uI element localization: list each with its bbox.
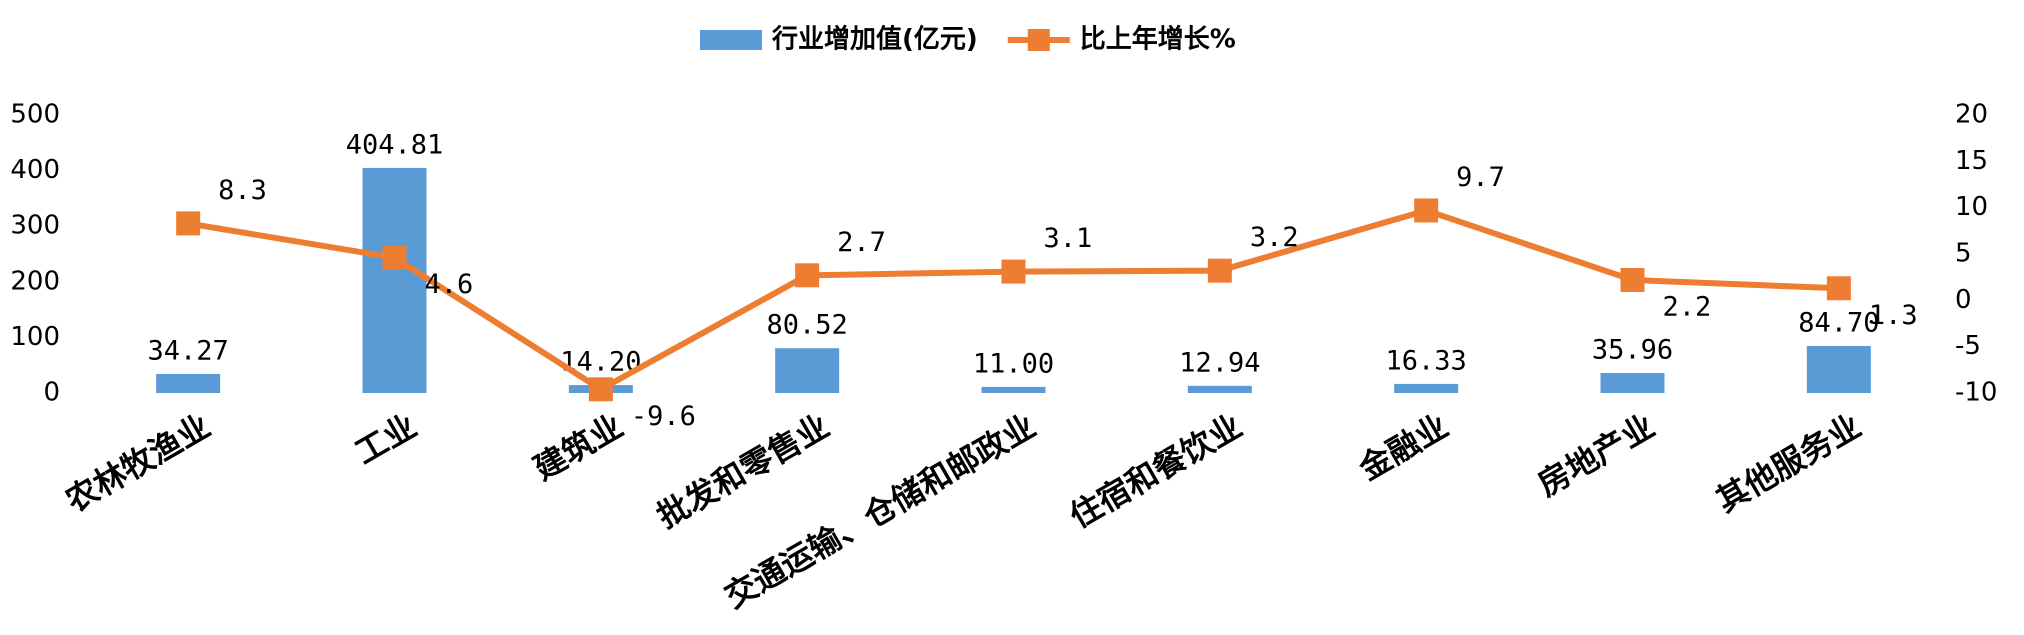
line-marker (1826, 276, 1851, 301)
bar (1187, 385, 1252, 393)
line-value-label: 2.2 (1663, 291, 1712, 322)
y2-tick-label: 10 (1955, 192, 1988, 222)
bar (775, 348, 840, 393)
line-value-label: 9.7 (1456, 162, 1505, 193)
bar-value-label: 11.00 (973, 348, 1054, 379)
legend-label: 行业增加值(亿元) (771, 24, 978, 55)
bar-value-label: 84.70 (1798, 307, 1879, 338)
y2-tick-label: 0 (1955, 285, 1972, 315)
bar (156, 373, 221, 393)
x-tick-label: 农林牧渔业 (59, 407, 217, 520)
bar (981, 386, 1046, 393)
x-tick-label: 其他服务业 (1710, 407, 1868, 520)
bar-value-label: 16.33 (1386, 345, 1467, 376)
line-marker (382, 245, 407, 270)
line-marker (1620, 267, 1645, 292)
y-tick-label: 300 (10, 211, 60, 241)
x-tick-label: 住宿和餐饮业 (1063, 407, 1248, 536)
line-value-label: 4.6 (425, 269, 474, 300)
bar-value-label: 35.96 (1592, 335, 1673, 366)
bar (1806, 345, 1871, 393)
line-marker (176, 211, 201, 236)
y-tick-label: 100 (10, 322, 60, 352)
line-marker (1207, 258, 1232, 283)
bar (362, 167, 427, 393)
y-tick-label: 500 (10, 100, 60, 130)
line-marker (1414, 198, 1439, 223)
y2-tick-label: 20 (1955, 100, 1988, 130)
bar-value-label: 80.52 (767, 310, 848, 341)
y2-tick-label: 5 (1955, 239, 1972, 269)
line-value-label: 1.3 (1869, 300, 1918, 331)
bar-value-label: 34.27 (148, 335, 229, 366)
y-tick-label: 400 (10, 155, 60, 185)
bar-value-label: 12.94 (1179, 347, 1260, 378)
x-tick-label: 工业 (349, 407, 423, 472)
line-value-label: 2.7 (837, 227, 886, 258)
x-tick-label: 金融业 (1352, 407, 1455, 488)
bar (1600, 373, 1665, 393)
y2-tick-label: 15 (1955, 146, 1988, 176)
line-marker (795, 263, 820, 288)
line-marker (588, 377, 613, 402)
line-marker (1001, 259, 1026, 284)
y2-tick-label: -10 (1955, 378, 1997, 408)
legend-swatch (700, 30, 762, 50)
line-value-label: -9.6 (631, 401, 696, 432)
line-value-label: 3.1 (1044, 223, 1093, 254)
x-tick-label: 建筑业 (527, 407, 629, 488)
bar (1394, 383, 1459, 393)
line-value-label: 8.3 (218, 175, 267, 206)
y-tick-label: 0 (43, 378, 60, 408)
bar-value-label: 404.81 (346, 129, 444, 160)
y-tick-label: 200 (10, 266, 60, 296)
x-tick-label: 房地产业 (1531, 407, 1661, 504)
legend-label: 比上年增长% (1080, 24, 1236, 55)
legend-swatch (1027, 29, 1050, 51)
y2-tick-label: -5 (1955, 331, 1981, 361)
line-value-label: 3.2 (1250, 222, 1299, 253)
